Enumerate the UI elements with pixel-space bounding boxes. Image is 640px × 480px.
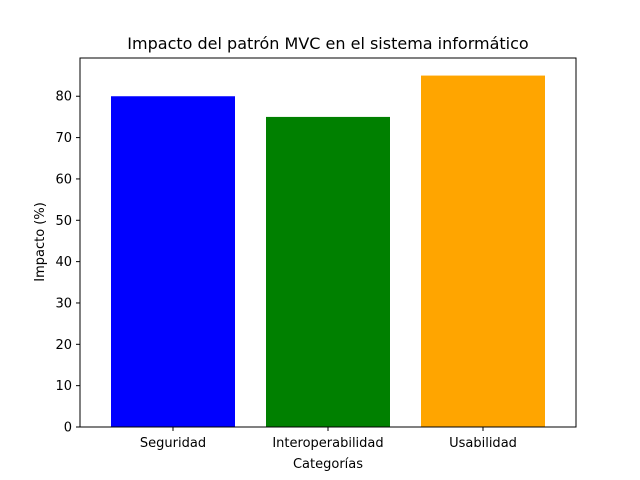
bar-usabilidad xyxy=(421,75,545,428)
y-tick-label: 60 xyxy=(55,172,72,187)
y-tick-label: 10 xyxy=(55,379,72,394)
bars-group xyxy=(111,75,545,428)
bar-seguridad xyxy=(111,96,235,427)
y-tick-label: 30 xyxy=(55,296,72,311)
y-tick-label: 80 xyxy=(55,90,72,105)
x-tick-label: Seguridad xyxy=(140,436,206,451)
x-axis-ticks: Seguridad Interoperabilidad Usabilidad xyxy=(140,427,517,451)
chart-title: Impacto del patrón MVC en el sistema inf… xyxy=(127,34,528,53)
x-axis-label: Categorías xyxy=(293,457,363,472)
y-tick-label: 0 xyxy=(64,421,72,436)
y-tick-label: 70 xyxy=(55,131,72,146)
x-tick-label: Interoperabilidad xyxy=(272,436,383,451)
plot-frame xyxy=(79,57,577,428)
y-tick-label: 20 xyxy=(55,338,72,353)
y-axis-ticks: 0 10 20 30 40 50 60 70 80 xyxy=(55,90,80,436)
y-tick-label: 50 xyxy=(55,214,72,229)
y-axis-label: Impacto (%) xyxy=(33,202,48,282)
bar-interoperabilidad xyxy=(266,116,390,428)
x-tick-label: Usabilidad xyxy=(449,436,517,451)
y-tick-label: 40 xyxy=(55,255,72,270)
